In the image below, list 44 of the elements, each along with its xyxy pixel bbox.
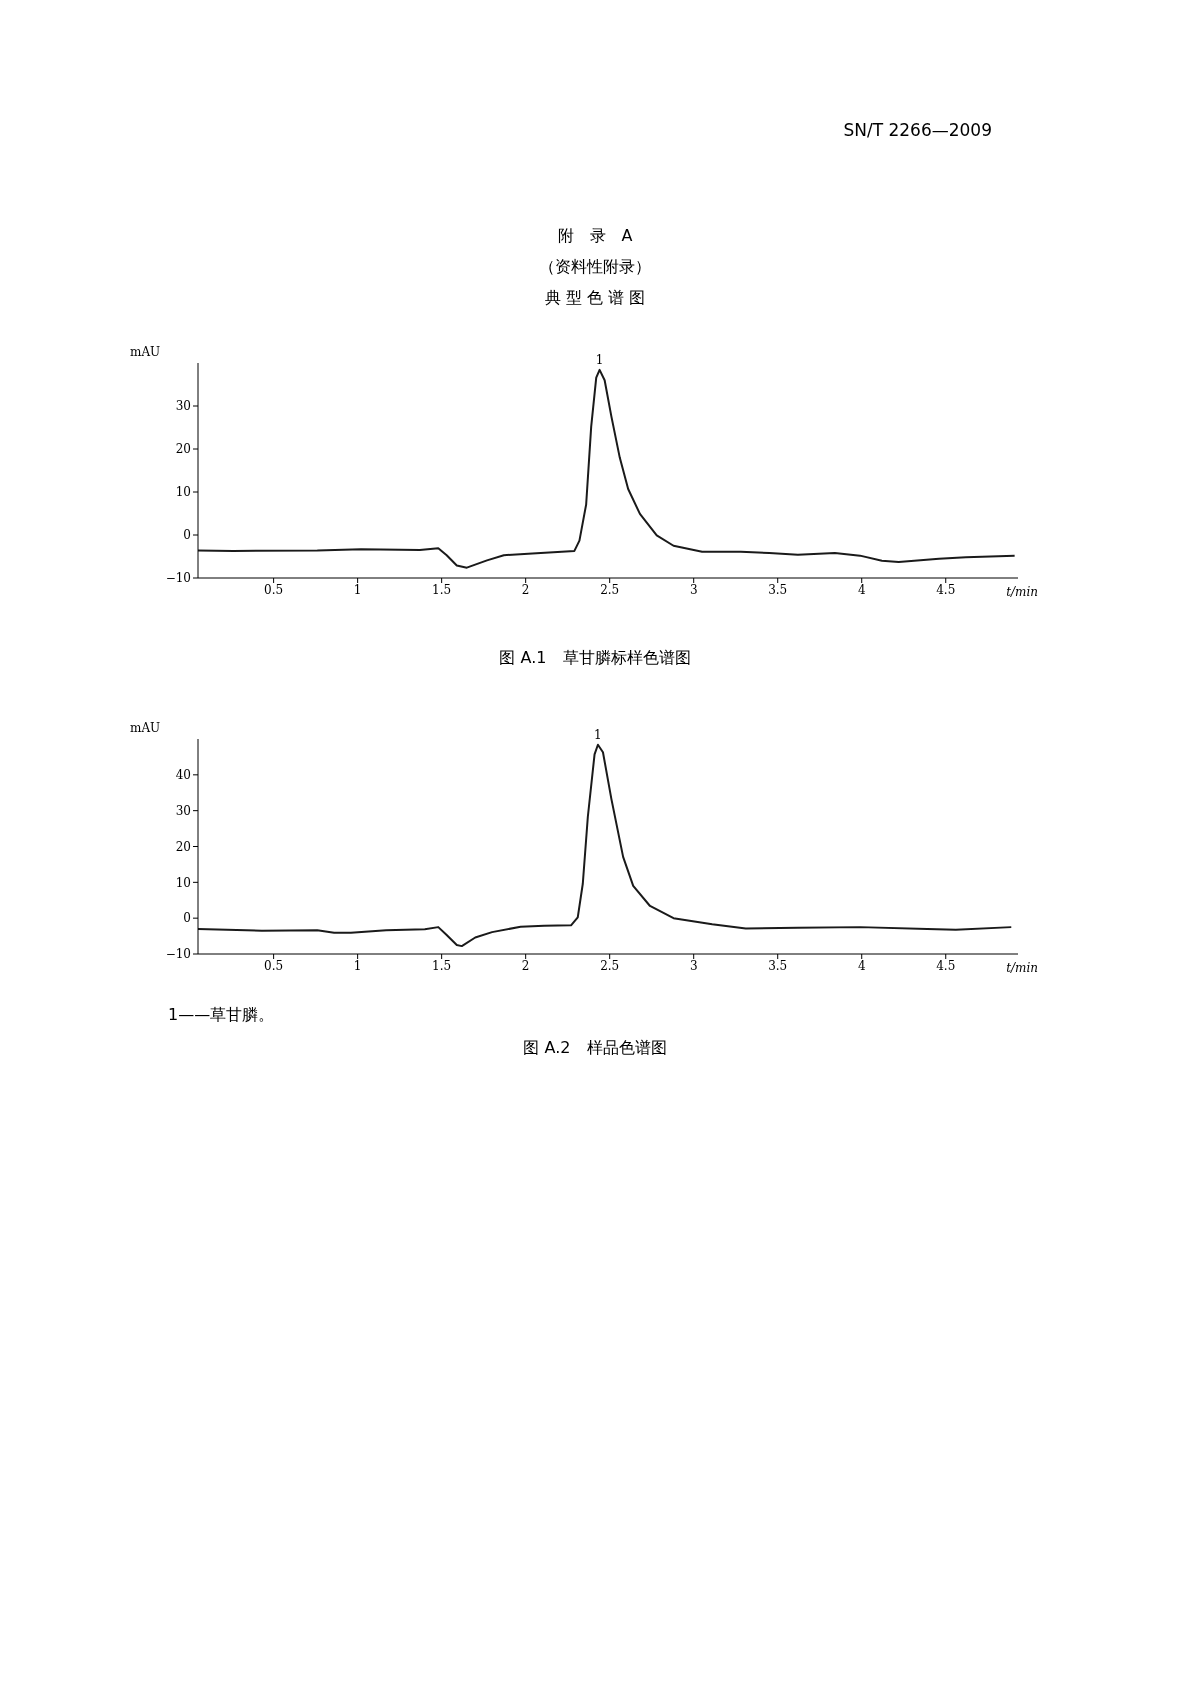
annotation: 1 — [594, 727, 602, 742]
x-tick-label: 3 — [689, 958, 698, 973]
y-tick-label: 20 — [175, 442, 191, 457]
x-tick-label: 2 — [521, 958, 530, 973]
line-series — [198, 368, 1016, 569]
y-tick-label: 20 — [175, 839, 191, 854]
x-tick-label: 4 — [857, 582, 866, 597]
line-series — [198, 743, 1013, 948]
x-tick-label: 1.5 — [432, 582, 452, 597]
text: 1——草甘膦。 — [167, 1004, 276, 1026]
x-tick-label: 2.5 — [600, 958, 620, 973]
y-tick-label: 0 — [183, 911, 191, 926]
x-tick-label: 2 — [521, 582, 530, 597]
y-tick-label: 0 — [183, 528, 191, 543]
x-tick-label: 3.5 — [768, 958, 788, 973]
y-tick-label: −10 — [165, 947, 191, 962]
y-axis-title: mAU — [130, 720, 161, 735]
x-tick-label: 3 — [689, 582, 698, 597]
x-tick-label: 1.5 — [432, 958, 452, 973]
x-tick-label: 0.5 — [264, 958, 284, 973]
x-axis-title: t/min — [1006, 961, 1038, 975]
x-tick-label: 4 — [857, 958, 866, 973]
text: 图 A.1 草甘膦标样色谱图 — [498, 648, 692, 669]
y-tick-label: −10 — [165, 571, 191, 586]
x-tick-label: 0.5 — [264, 582, 284, 597]
x-tick-label: 1 — [353, 582, 362, 597]
y-tick-label: 40 — [175, 768, 191, 783]
y-tick-label: 30 — [175, 399, 191, 414]
x-axis-title: t/min — [1006, 585, 1038, 599]
y-tick-label: 10 — [175, 875, 191, 890]
x-tick-label: 1 — [353, 958, 362, 973]
x-tick-label: 4.5 — [936, 582, 956, 597]
x-tick-label: 4.5 — [936, 958, 956, 973]
y-tick-label: 10 — [175, 485, 191, 500]
text: 典 型 色 谱 图 — [543, 287, 647, 309]
text: SN/T 2266—2009 — [842, 120, 993, 140]
y-tick-label: 30 — [175, 803, 191, 818]
annotation: 1 — [595, 352, 604, 367]
y-axis-title: mAU — [130, 344, 161, 359]
text: 图 A.2 样品色谱图 — [522, 1038, 668, 1059]
text: 附 录 A — [556, 225, 634, 247]
x-tick-label: 2.5 — [600, 582, 620, 597]
x-tick-label: 3.5 — [768, 582, 788, 597]
text: （资料性附录） — [538, 256, 652, 278]
